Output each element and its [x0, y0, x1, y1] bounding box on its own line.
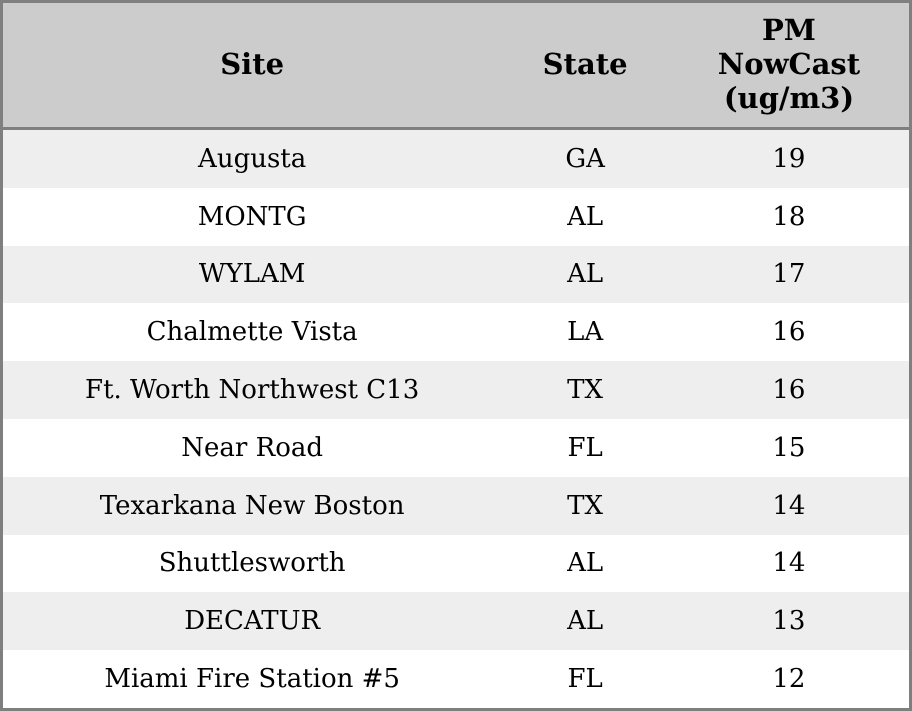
table-cell-pm-nowcast: 16	[772, 375, 806, 406]
table-body: Augusta GA 19 MONTG AL 18 WYLAM AL 17 Chalmette V…	[3, 130, 909, 708]
table-cell-pm-nowcast: 16	[772, 317, 806, 348]
table-cell-pm-nowcast: 15	[772, 432, 806, 463]
table-cell-site: Miami Fire Station #5	[104, 664, 400, 695]
table-cell-pm-nowcast: 14	[772, 490, 806, 521]
table-cell-site: WYLAM	[198, 259, 306, 290]
table-row: DECATUR AL 13	[3, 592, 909, 651]
table-cell-site: Chalmette Vista	[146, 317, 358, 348]
table-row: Ft. Worth Northwest C13 TX 16	[3, 361, 909, 419]
column-header-pm-nowcast: PM NowCast (ug/m3)	[717, 13, 861, 115]
table-header-row: Site State PM NowCast (ug/m3)	[3, 3, 909, 130]
table-cell-pm-nowcast: 13	[772, 606, 806, 637]
table-row: MONTG AL 18	[3, 187, 909, 246]
table-cell-pm-nowcast: 17	[772, 259, 806, 290]
table-cell-state: AL	[567, 259, 604, 290]
table-cell-pm-nowcast: 12	[772, 664, 806, 695]
table-cell-pm-nowcast: 18	[772, 201, 806, 232]
table-cell-pm-nowcast: 19	[772, 143, 806, 174]
table-row: Augusta GA 19	[3, 130, 909, 188]
table-cell-site: Texarkana New Boston	[99, 490, 405, 521]
table-row: Miami Fire Station #5 FL 12	[3, 650, 909, 708]
column-header-state: State	[542, 47, 628, 82]
table-cell-site: Shuttlesworth	[158, 548, 346, 579]
table-cell-state: FL	[567, 664, 603, 695]
table-cell-state: TX	[567, 375, 604, 406]
table-cell-site: Near Road	[181, 432, 323, 463]
table-cell-state: GA	[565, 143, 605, 174]
table-cell-state: TX	[567, 490, 604, 521]
table-row: Shuttlesworth AL 14	[3, 534, 909, 593]
table-cell-state: AL	[567, 201, 604, 232]
table-cell-site: DECATUR	[184, 606, 321, 637]
table-row: WYLAM AL 17	[3, 245, 909, 304]
table-cell-state: FL	[567, 432, 603, 463]
table-cell-site: Augusta	[198, 143, 307, 174]
table-row: Chalmette Vista LA 16	[3, 303, 909, 362]
table-cell-state: LA	[567, 317, 604, 348]
column-header-site: Site	[220, 47, 285, 82]
table-cell-pm-nowcast: 14	[772, 548, 806, 579]
table-cell-site: Ft. Worth Northwest C13	[85, 375, 420, 406]
table-cell-site: MONTG	[197, 201, 307, 232]
table-row: Near Road FL 15	[3, 418, 909, 477]
table-cell-state: AL	[567, 606, 604, 637]
table-cell-state: AL	[567, 548, 604, 579]
table-row: Texarkana New Boston TX 14	[3, 476, 909, 535]
